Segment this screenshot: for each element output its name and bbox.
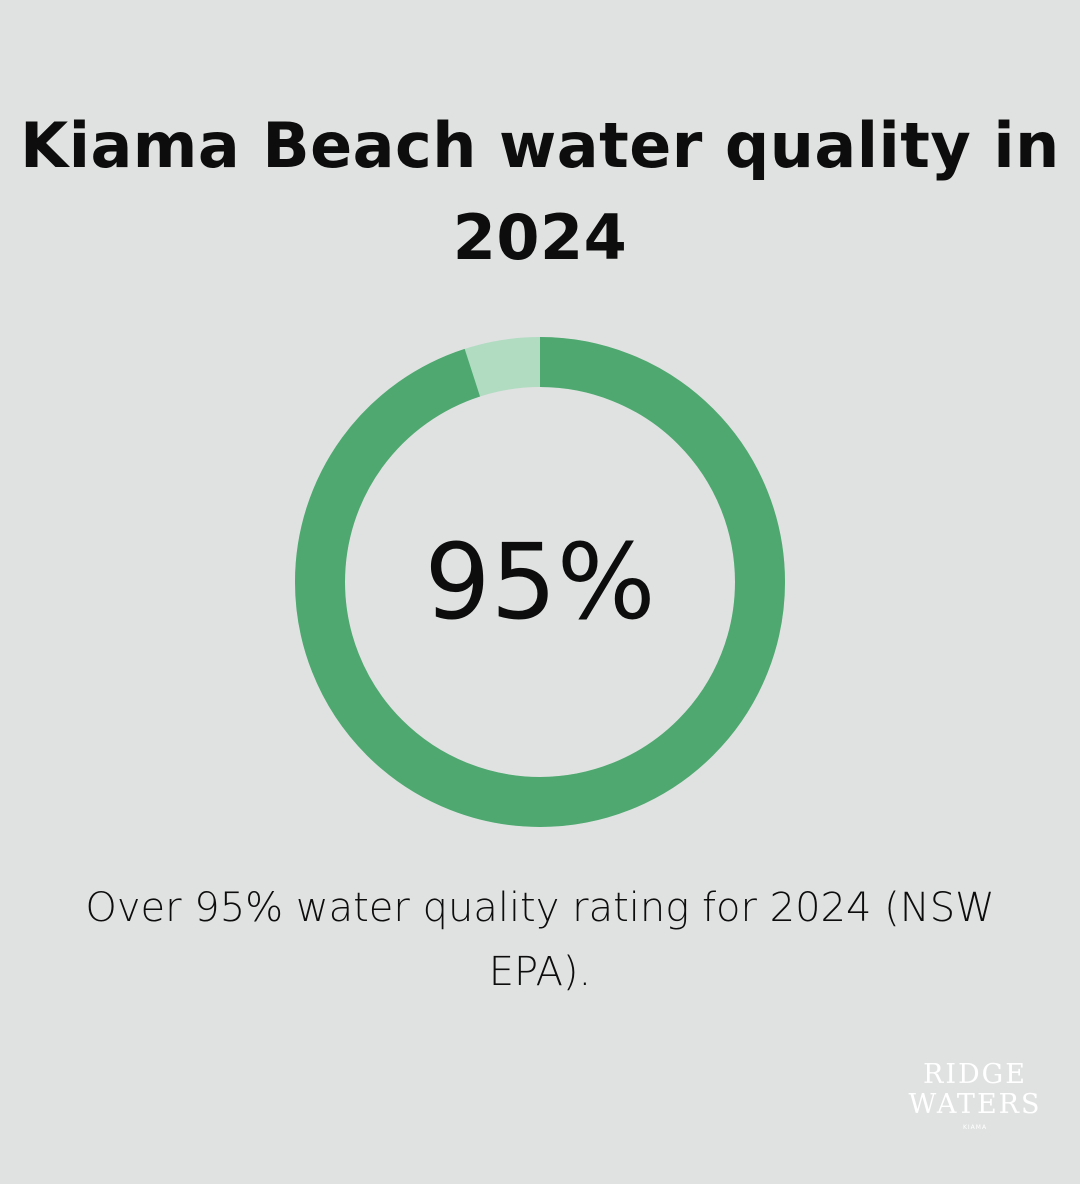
donut-segment-value [295, 337, 785, 827]
caption: Over 95% water quality rating for 2024 (… [85, 885, 995, 995]
center-value: 95% [424, 521, 656, 643]
donut-chart [295, 337, 785, 827]
logo-line-2: WATERS [908, 1089, 1042, 1120]
ridge-waters-logo: RIDGE WATERS KIAMA [900, 1059, 1050, 1132]
logo-line-1: RIDGE [923, 1059, 1027, 1090]
chart-title: Kiama Beach water quality in 2024 [20, 109, 1060, 274]
logo-line-3: KIAMA [962, 1124, 988, 1131]
